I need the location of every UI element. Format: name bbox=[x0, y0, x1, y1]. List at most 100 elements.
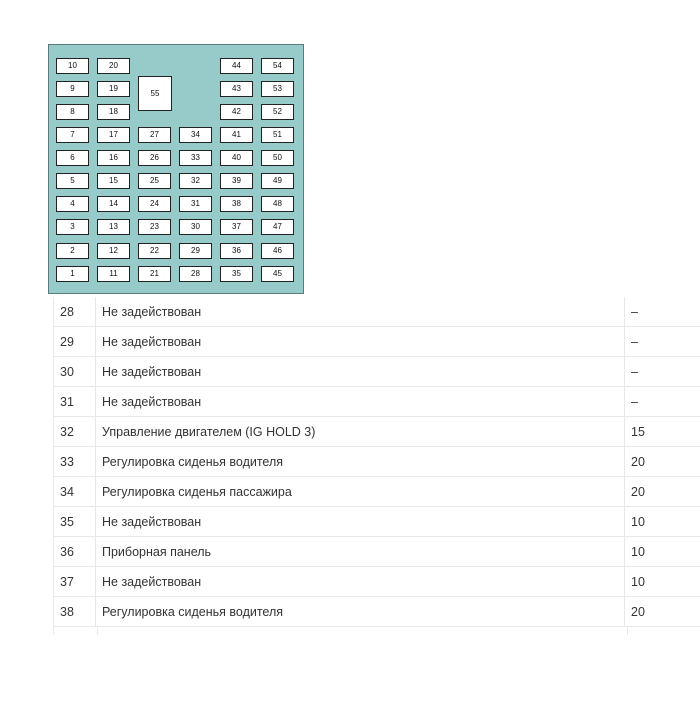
fuse-29: 29 bbox=[179, 243, 212, 259]
fuse-number: 32 bbox=[53, 417, 96, 446]
table-row: 28 Не задействован – bbox=[53, 297, 700, 327]
fuse-number: 28 bbox=[53, 297, 96, 326]
fuse-45: 45 bbox=[261, 266, 294, 282]
fuse-8: 8 bbox=[56, 104, 89, 120]
fuse-36: 36 bbox=[220, 243, 253, 259]
fuse-description: Не задействован bbox=[96, 327, 625, 356]
fuse-number: 37 bbox=[53, 567, 96, 596]
fuse-53: 53 bbox=[261, 81, 294, 97]
table-row: 31 Не задействован – bbox=[53, 387, 700, 417]
table-row: 38 Регулировка сиденья водителя 20 bbox=[53, 597, 700, 627]
fuse-amperage: 10 bbox=[631, 544, 645, 559]
fuse-18: 18 bbox=[97, 104, 130, 120]
fuse-amperage: 20 bbox=[631, 454, 645, 469]
fuse-5: 5 bbox=[56, 173, 89, 189]
fuse-4: 4 bbox=[56, 196, 89, 212]
fuse-15: 15 bbox=[97, 173, 130, 189]
fuse-39: 39 bbox=[220, 173, 253, 189]
fuse-20: 20 bbox=[97, 58, 130, 74]
fuse-23: 23 bbox=[138, 219, 171, 235]
fuse-table: 28 Не задействован –29 Не задействован –30 Не… bbox=[53, 297, 700, 635]
fuse-number: 29 bbox=[53, 327, 96, 356]
fuse-14: 14 bbox=[97, 196, 130, 212]
fuse-box-diagram: 55 10 9 8 7 6 5 4 3 2 1 20 19 18 17 16 15 14 13 12 11 27 26 25… bbox=[48, 44, 304, 294]
fuse-6: 6 bbox=[56, 150, 89, 166]
table-row: 32 Управление двигателем (IG HOLD 3) 15 bbox=[53, 417, 700, 447]
fuse-number: 36 bbox=[53, 537, 96, 566]
fuse-1: 1 bbox=[56, 266, 89, 282]
fuse-amperage: – bbox=[631, 304, 638, 319]
fuse-number: 34 bbox=[53, 477, 96, 506]
fuse-42: 42 bbox=[220, 104, 253, 120]
fuse-30: 30 bbox=[179, 219, 212, 235]
fuse-13: 13 bbox=[97, 219, 130, 235]
table-row: 34 Регулировка сиденья пассажира 20 bbox=[53, 477, 700, 507]
fuse-19: 19 bbox=[97, 81, 130, 97]
fuse-description: Не задействован bbox=[96, 297, 625, 326]
fuse-3: 3 bbox=[56, 219, 89, 235]
table-row-partial bbox=[53, 627, 700, 635]
fuse-31: 31 bbox=[179, 196, 212, 212]
fuse-35: 35 bbox=[220, 266, 253, 282]
fuse-33: 33 bbox=[179, 150, 212, 166]
fuse-number: 30 bbox=[53, 357, 96, 386]
fuse-description: Приборная панель bbox=[96, 537, 625, 566]
fuse-number: 33 bbox=[53, 447, 96, 476]
fuse-22: 22 bbox=[138, 243, 171, 259]
fuse-24: 24 bbox=[138, 196, 171, 212]
fuse-47: 47 bbox=[261, 219, 294, 235]
fuse-44: 44 bbox=[220, 58, 253, 74]
fuse-11: 11 bbox=[97, 266, 130, 282]
table-row: 29 Не задействован – bbox=[53, 327, 700, 357]
fuse-54: 54 bbox=[261, 58, 294, 74]
fuse-50: 50 bbox=[261, 150, 294, 166]
fuse-7: 7 bbox=[56, 127, 89, 143]
table-row: 37 Не задействован 10 bbox=[53, 567, 700, 597]
fuse-description: Регулировка сиденья водителя bbox=[96, 597, 625, 626]
fuse-number: 35 bbox=[53, 507, 96, 536]
table-row: 30 Не задействован – bbox=[53, 357, 700, 387]
fuse-amperage: 15 bbox=[631, 424, 645, 439]
fuse-amperage: – bbox=[631, 334, 638, 349]
table-row: 35 Не задействован 10 bbox=[53, 507, 700, 537]
fuse-32: 32 bbox=[179, 173, 212, 189]
fuse-25: 25 bbox=[138, 173, 171, 189]
fuse-10: 10 bbox=[56, 58, 89, 74]
fuse-description: Регулировка сиденья пассажира bbox=[96, 477, 625, 506]
fuse-amperage: 10 bbox=[631, 514, 645, 529]
fuse-46: 46 bbox=[261, 243, 294, 259]
fuse-16: 16 bbox=[97, 150, 130, 166]
fuse-description: Не задействован bbox=[96, 387, 625, 416]
fuse-38: 38 bbox=[220, 196, 253, 212]
fuse-9: 9 bbox=[56, 81, 89, 97]
fuse-40: 40 bbox=[220, 150, 253, 166]
fuse-description: Управление двигателем (IG HOLD 3) bbox=[96, 417, 625, 446]
fuse-amperage: – bbox=[631, 394, 638, 409]
fuse-number: 38 bbox=[53, 597, 96, 626]
fuse-27: 27 bbox=[138, 127, 171, 143]
fuse-37: 37 bbox=[220, 219, 253, 235]
fuse-description: Регулировка сиденья водителя bbox=[96, 447, 625, 476]
fuse-amperage: 10 bbox=[631, 574, 645, 589]
fuse-26: 26 bbox=[138, 150, 171, 166]
fuse-12: 12 bbox=[97, 243, 130, 259]
fuse-description: Не задействован bbox=[96, 357, 625, 386]
fuse-41: 41 bbox=[220, 127, 253, 143]
fuse-43: 43 bbox=[220, 81, 253, 97]
fuse-description: Не задействован bbox=[96, 507, 625, 536]
fuse-34: 34 bbox=[179, 127, 212, 143]
fuse-51: 51 bbox=[261, 127, 294, 143]
table-row: 36 Приборная панель 10 bbox=[53, 537, 700, 567]
fuse-21: 21 bbox=[138, 266, 171, 282]
fuse-2: 2 bbox=[56, 243, 89, 259]
fuse-17: 17 bbox=[97, 127, 130, 143]
fuse-52: 52 bbox=[261, 104, 294, 120]
fuse-amperage: 20 bbox=[631, 484, 645, 499]
fuse-49: 49 bbox=[261, 173, 294, 189]
fuse-amperage: 20 bbox=[631, 604, 645, 619]
fuse-48: 48 bbox=[261, 196, 294, 212]
fuse-28: 28 bbox=[179, 266, 212, 282]
fuse-number: 31 bbox=[53, 387, 96, 416]
table-row: 33 Регулировка сиденья водителя 20 bbox=[53, 447, 700, 477]
fuse-55: 55 bbox=[138, 76, 172, 111]
